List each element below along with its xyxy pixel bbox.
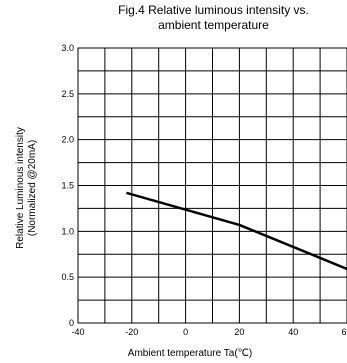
chart-title-line-1: Fig.4 Relative luminous intensity vs. [118,3,309,17]
tick-labels: 0 0.5 1.0 1.5 2.0 2.5 3.0 -40 -20 0 20 40 6 [61,43,346,337]
y-axis-label-line-2: (Normalized @20mA) [27,140,38,236]
x-tick-label: -20 [125,327,138,337]
x-tick-label: -40 [71,327,84,337]
chart-title-line-2: ambient temperature [158,18,269,32]
y-tick-label: 0 [69,318,74,328]
grid-lines [78,48,347,323]
x-tick-label: 0 [183,327,188,337]
y-tick-label: 2.0 [61,135,74,145]
series-group [126,191,347,271]
y-tick-label: 1.0 [61,226,74,236]
x-tick-label: 20 [234,327,244,337]
x-tick-label: 40 [288,327,298,337]
x-tick-label: 6 [341,327,346,337]
y-axis-label-line-1: Relative Luminous intensity [15,127,26,249]
series-line [126,191,347,271]
plot-frame [77,47,347,324]
y-tick-label: 1.5 [61,181,74,191]
y-tick-label: 0.5 [61,272,74,282]
x-axis-label: Ambient temperature Ta(℃) [128,348,252,359]
y-tick-label: 2.5 [61,89,74,99]
chart-title: Fig.4 Relative luminous intensity vs. am… [80,3,347,33]
y-tick-label: 3.0 [61,43,74,53]
